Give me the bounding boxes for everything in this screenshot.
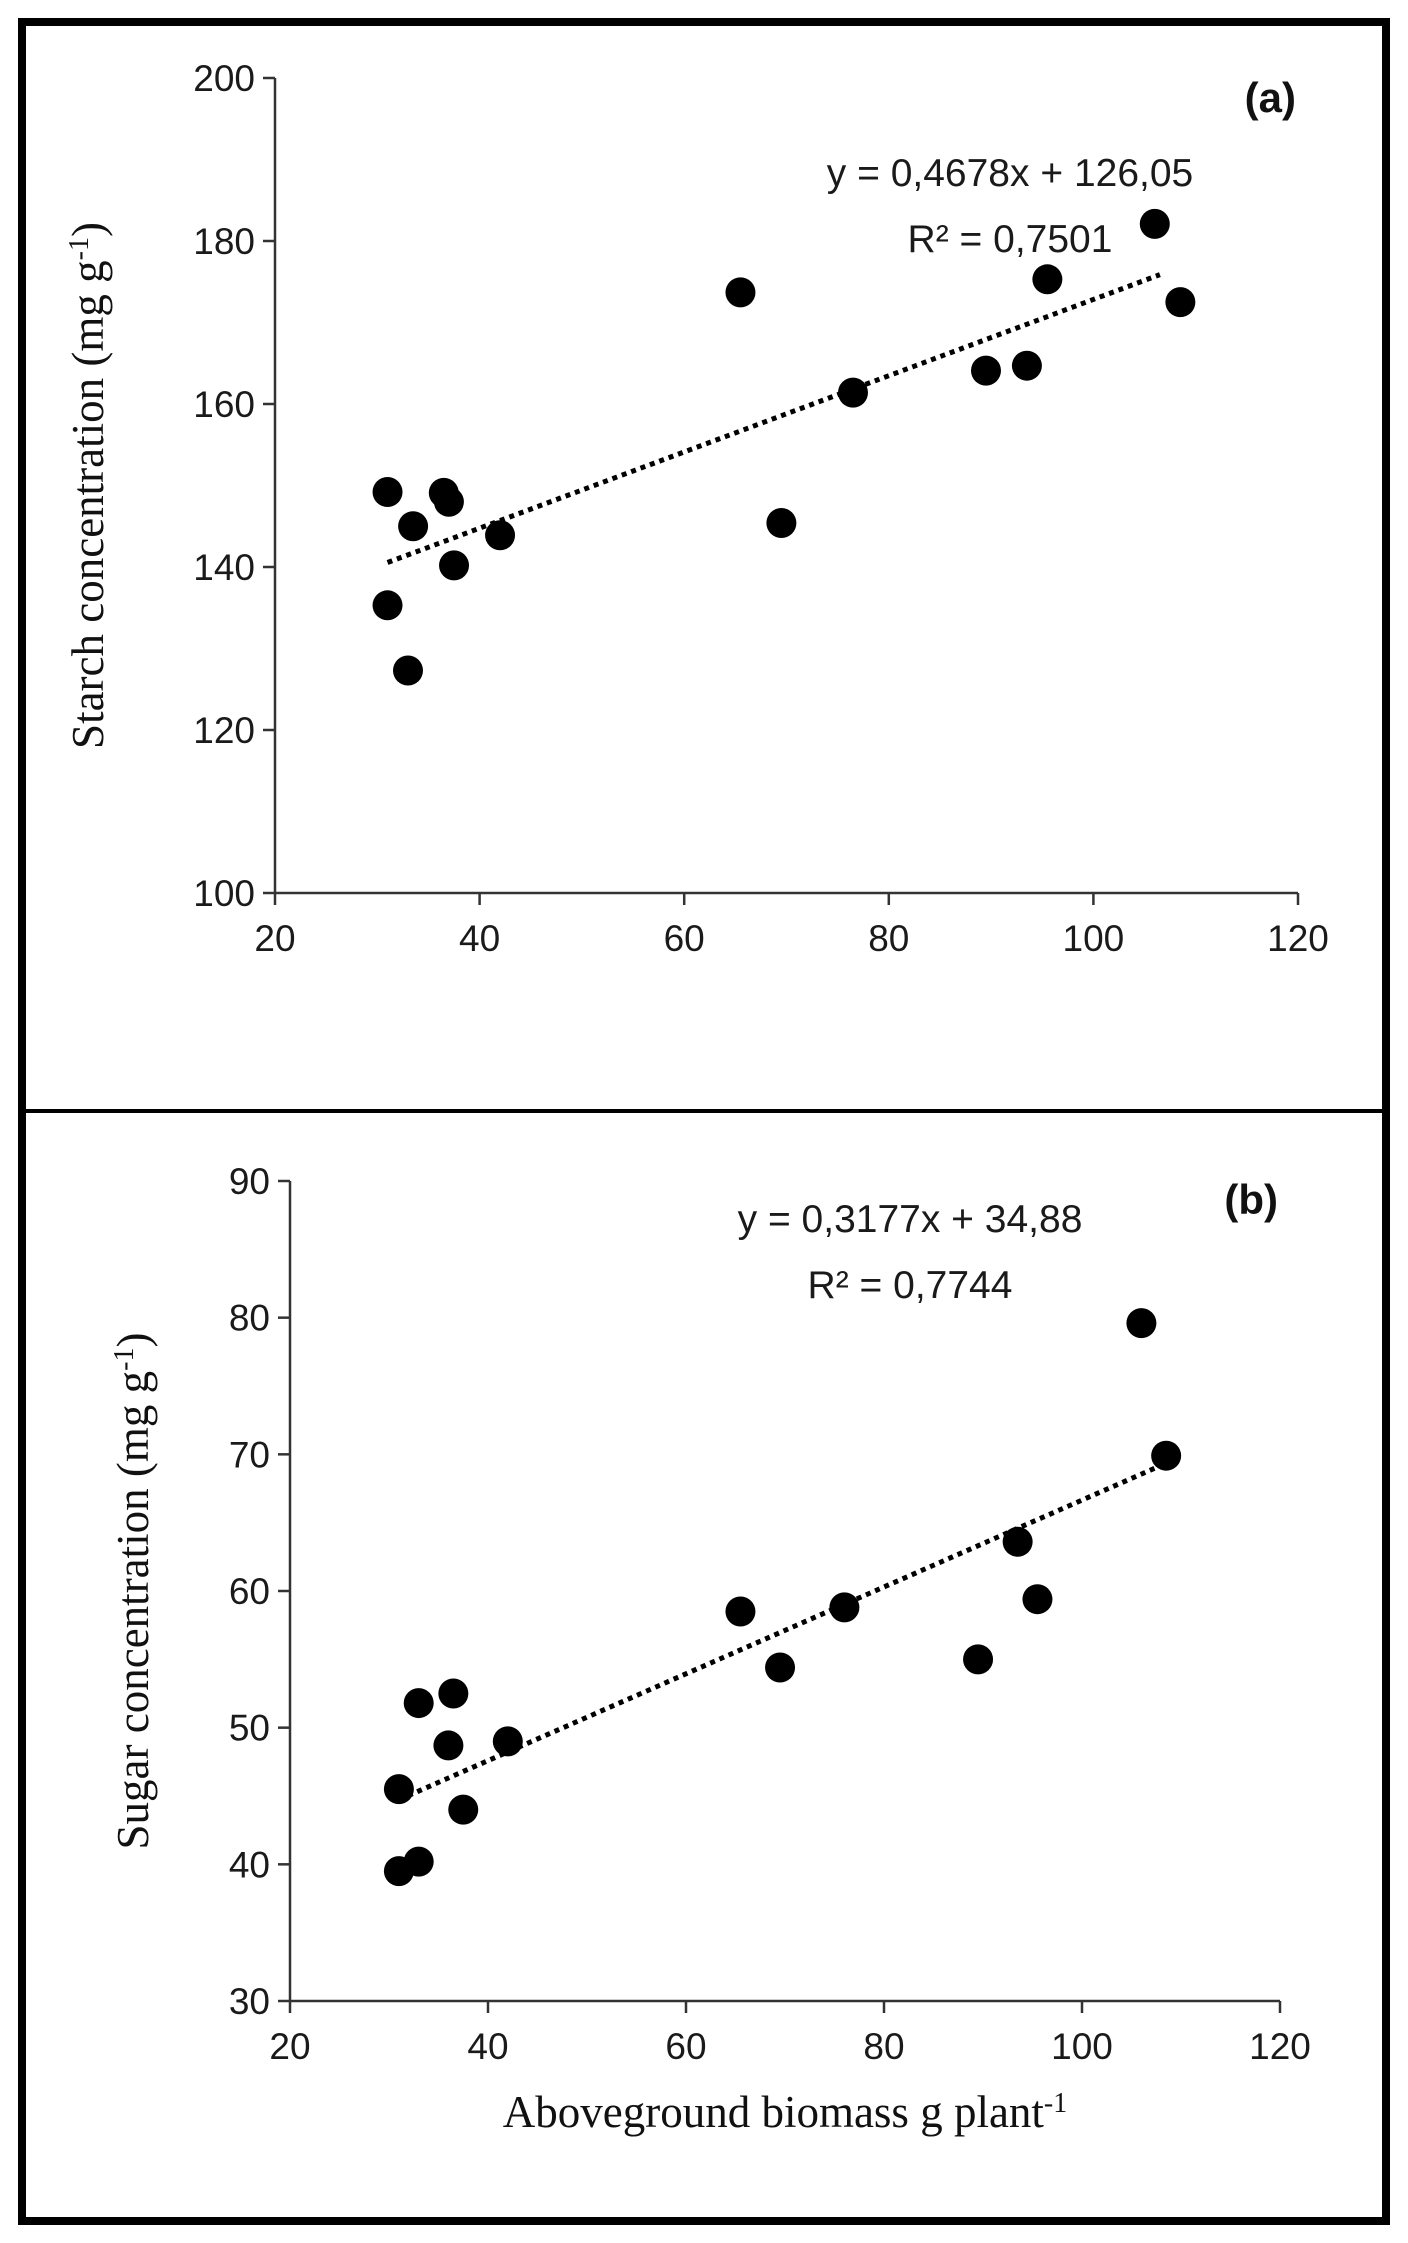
data-point xyxy=(438,1678,469,1709)
y-tick-label: 70 xyxy=(229,1434,270,1475)
data-point xyxy=(829,1592,860,1623)
x-tick-label: 100 xyxy=(1051,2026,1113,2067)
x-axis-label: Aboveground biomass g plant-1 xyxy=(503,2087,1068,2137)
x-tick-label: 80 xyxy=(863,2026,904,2067)
y-tick-label: 50 xyxy=(229,1708,270,1749)
y-tick-label: 200 xyxy=(193,58,255,99)
data-point xyxy=(837,377,868,408)
y-tick-label: 80 xyxy=(229,1298,270,1339)
y-tick-label: 90 xyxy=(229,1161,270,1202)
figure-frame xyxy=(18,18,1390,2225)
y-tick-label: 180 xyxy=(193,221,255,262)
y-tick-label: 120 xyxy=(193,710,255,751)
y-tick-label: 160 xyxy=(193,384,255,425)
data-point xyxy=(766,507,797,538)
data-point xyxy=(1126,1308,1157,1339)
y-tick-label: 140 xyxy=(193,547,255,588)
r-squared-label: R² = 0,7501 xyxy=(908,218,1113,261)
data-point xyxy=(485,520,516,551)
data-point xyxy=(433,1730,464,1761)
data-point xyxy=(970,355,1001,386)
y-axis-label: Sugar concentration (mg g-1) xyxy=(108,1333,158,1850)
data-point xyxy=(492,1726,523,1757)
y-tick-label: 100 xyxy=(193,873,255,914)
chart-panel-b: 30 40 50 60 70 80 90 20 40 60 80 100 120 y = 0,3177x … xyxy=(108,1161,1311,2137)
data-point xyxy=(372,477,403,508)
y-tick-label: 60 xyxy=(229,1571,270,1612)
data-point xyxy=(1032,264,1063,295)
y-tick-label: 40 xyxy=(229,1844,270,1885)
r-squared-label: R² = 0,7744 xyxy=(808,1264,1013,1307)
x-tick-label: 120 xyxy=(1267,918,1329,959)
trendline xyxy=(386,272,1161,565)
x-tick-label: 60 xyxy=(665,2026,706,2067)
regression-equation: y = 0,4678x + 126,05 xyxy=(827,152,1193,195)
data-point xyxy=(439,550,470,581)
data-point xyxy=(1165,287,1196,318)
x-tick-label: 40 xyxy=(459,918,500,959)
data-point xyxy=(1139,208,1170,239)
data-point xyxy=(1002,1526,1033,1557)
data-point xyxy=(725,277,756,308)
data-point xyxy=(448,1794,479,1825)
data-point xyxy=(963,1644,994,1675)
trendline xyxy=(397,1463,1163,1802)
panel-label: (b) xyxy=(1224,1176,1278,1223)
x-tick-label: 120 xyxy=(1249,2026,1311,2067)
y-axis-label: Starch concentration (mg g-1) xyxy=(63,222,113,749)
chart-panel-a: 100 120 140 160 180 200 20 40 60 80 100 120 y = 0,46… xyxy=(63,58,1329,959)
data-point xyxy=(1022,1584,1053,1615)
data-point xyxy=(383,1774,414,1805)
data-point xyxy=(765,1652,796,1683)
x-tick-label: 20 xyxy=(269,2026,310,2067)
x-tick-label: 60 xyxy=(664,918,705,959)
data-point xyxy=(725,1596,756,1627)
x-tick-label: 20 xyxy=(254,918,295,959)
x-tick-label: 40 xyxy=(467,2026,508,2067)
data-point xyxy=(403,1846,434,1877)
data-point xyxy=(372,590,403,621)
data-point xyxy=(392,655,423,686)
data-point xyxy=(403,1688,434,1719)
regression-equation: y = 0,3177x + 34,88 xyxy=(738,1198,1083,1241)
x-tick-label: 80 xyxy=(868,918,909,959)
panel-label: (a) xyxy=(1245,74,1296,121)
data-point xyxy=(1011,350,1042,381)
x-tick-label: 100 xyxy=(1063,918,1125,959)
data-point xyxy=(1151,1440,1182,1471)
data-point xyxy=(433,486,464,517)
data-point xyxy=(398,511,429,542)
y-tick-label: 30 xyxy=(229,1981,270,2022)
